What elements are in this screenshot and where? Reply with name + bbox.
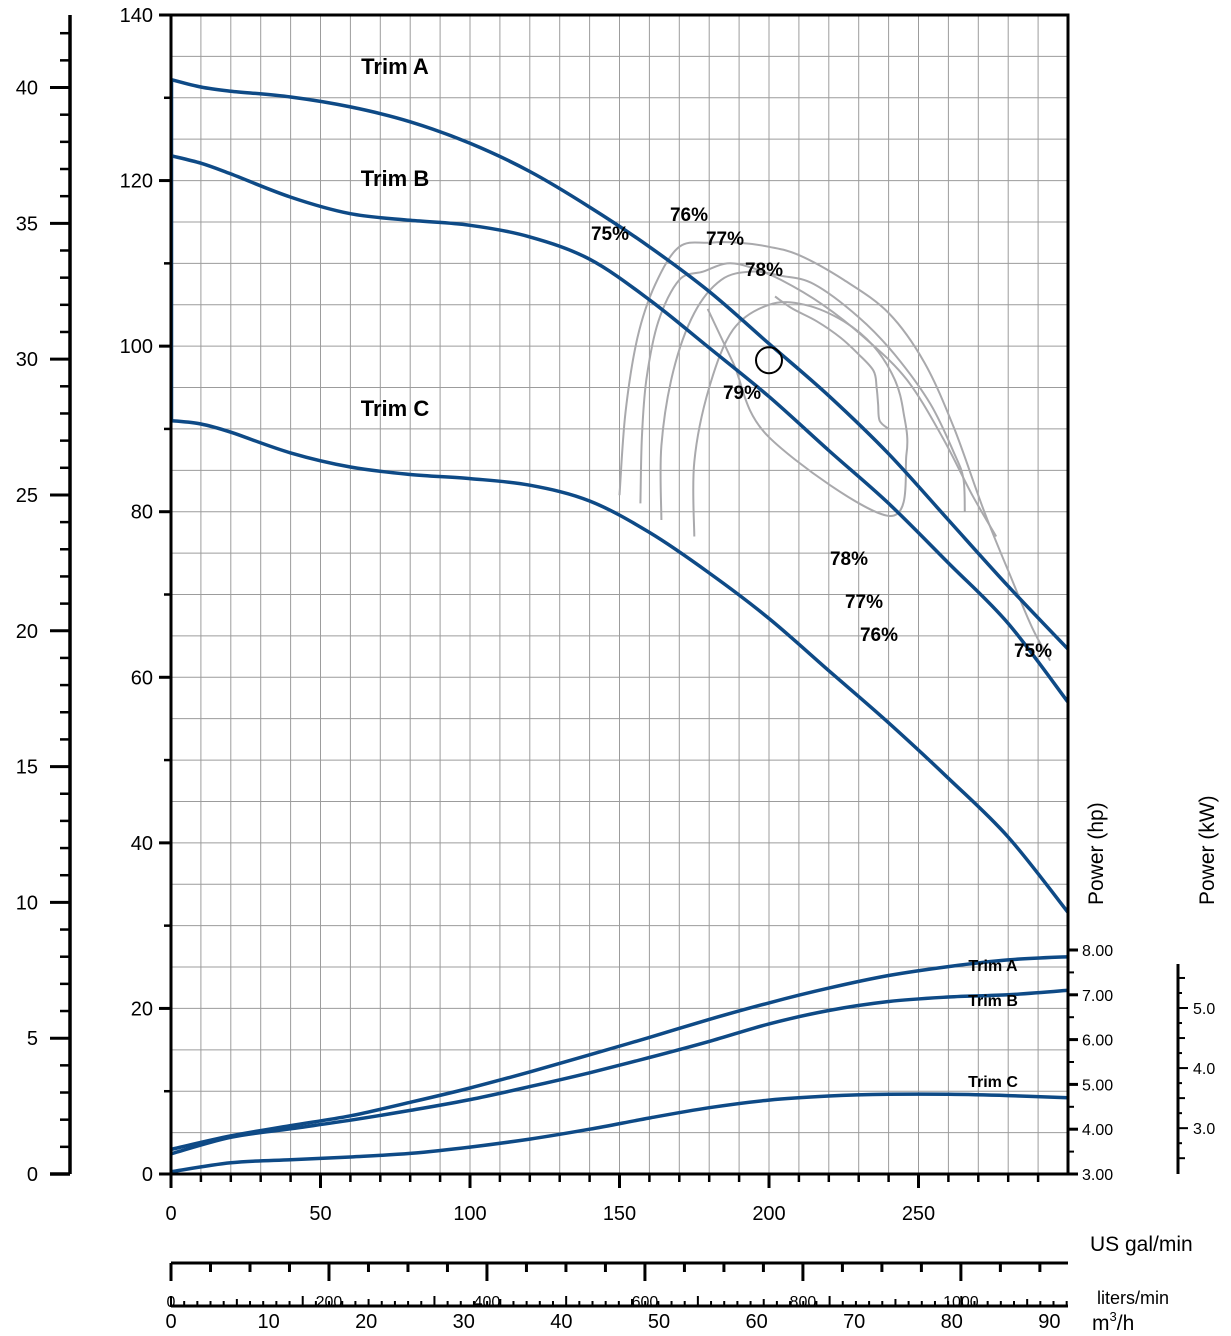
power-hp-axis-label: Power (hp) <box>1085 802 1108 905</box>
efficiency-contours <box>618 241 1051 662</box>
head-m-tick-label: 15 <box>16 757 38 779</box>
power-kw-tick-label: 5.0 <box>1193 1001 1215 1018</box>
head-curve-trim-a <box>170 77 1070 651</box>
head-ft-tick-label: 20 <box>131 998 153 1020</box>
m3h-axis-label-base: m <box>1092 1312 1110 1335</box>
head-ft-tick-label: 100 <box>120 336 153 358</box>
efficiency-label-75-top: 75% <box>591 224 629 245</box>
efficiency-contour-78pct <box>692 301 909 537</box>
us-gpm-tick-label: 200 <box>752 1203 785 1225</box>
m3h-tick-label: 0 <box>165 1311 176 1333</box>
m3h-axis-label-tail: /h <box>1117 1312 1135 1335</box>
power-hp-tick-label: 7.00 <box>1082 988 1113 1005</box>
trim-b-head-label: Trim B <box>361 166 429 191</box>
power-curve-trim-a <box>170 954 1069 1152</box>
power-kw-tick-label: 4.0 <box>1193 1061 1215 1078</box>
head-m-tick-label: 35 <box>16 213 38 235</box>
m3h-axis-label-sup: 3 <box>1110 1309 1117 1324</box>
efficiency-label-77-top: 77% <box>706 229 744 250</box>
efficiency-contour-79pct <box>774 295 890 430</box>
head-ft-tick-label: 60 <box>131 667 153 689</box>
head-m-tick-label: 25 <box>16 485 38 507</box>
power-hp-tick-label: 8.00 <box>1082 943 1113 960</box>
efficiency-label-78-top: 78% <box>745 260 783 281</box>
us-gpm-tick-label: 100 <box>453 1203 486 1225</box>
head-m-tick-label: 10 <box>16 892 38 914</box>
head-ft-tick-label: 140 <box>120 5 153 27</box>
power-hp-tick-label: 6.00 <box>1082 1033 1113 1050</box>
efficiency-label-76-top: 76% <box>670 205 708 226</box>
power-hp-tick-label: 5.00 <box>1082 1077 1113 1094</box>
head-ft-tick-label: 80 <box>131 502 153 524</box>
power-hp-tick-label: 3.00 <box>1082 1167 1113 1184</box>
efficiency-label-77-bottom: 77% <box>845 592 883 613</box>
m3h-tick-label: 50 <box>648 1311 670 1333</box>
head-ft-tick-label: 0 <box>142 1164 153 1186</box>
power-hp-tick-label: 4.00 <box>1082 1122 1113 1139</box>
efficiency-label-78-bottom: 78% <box>830 549 868 570</box>
power-curve-trim-c <box>170 1092 1069 1174</box>
efficiency-contour-76pct <box>639 262 998 537</box>
trim-a-head-label: Trim A <box>361 54 429 79</box>
efficiency-label-75-bottom: 75% <box>1014 641 1052 662</box>
efficiency-label-76-bottom: 76% <box>860 625 898 646</box>
us-gpm-tick-label: 50 <box>309 1203 331 1225</box>
us-gpm-tick-label: 250 <box>902 1203 935 1225</box>
grid <box>171 15 1068 1174</box>
efficiency-label-79: 79% <box>723 383 761 404</box>
m3h-tick-label: 30 <box>453 1311 475 1333</box>
m3h-tick-label: 40 <box>550 1311 572 1333</box>
trim-b-power-label: Trim B <box>968 993 1018 1010</box>
head-m-tick-label: 20 <box>16 621 38 643</box>
m3h-tick-label: 70 <box>843 1311 865 1333</box>
m3h-tick-label: 10 <box>257 1311 279 1333</box>
head-m-tick-label: 40 <box>16 78 38 100</box>
lpm-axis-label: liters/min <box>1097 1288 1169 1308</box>
efficiency-contour-77pct <box>659 270 966 521</box>
head-m-tick-label: 5 <box>27 1028 38 1050</box>
trim-a-power-label: Trim A <box>968 958 1018 975</box>
us-gpm-tick-label: 0 <box>165 1203 176 1225</box>
power-kw-axis-label: Power (kW) <box>1196 795 1219 905</box>
axes: 02040608010012014005101520253035403.004.… <box>16 5 1216 1333</box>
head-curve-trim-b <box>170 154 1070 704</box>
m3h-tick-label: 80 <box>941 1311 963 1333</box>
m3h-tick-label: 20 <box>355 1311 377 1333</box>
trim-c-power-label: Trim C <box>968 1074 1018 1091</box>
m3h-tick-label: 90 <box>1038 1311 1060 1333</box>
us-gpm-tick-label: 150 <box>603 1203 636 1225</box>
head-m-tick-label: 0 <box>27 1164 38 1186</box>
m3h-tick-label: 60 <box>745 1311 767 1333</box>
power-kw-tick-label: 3.0 <box>1193 1121 1215 1138</box>
head-ft-tick-label: 40 <box>131 833 153 855</box>
power-curve-trim-b <box>170 988 1069 1156</box>
m3h-axis-label: m3/h <box>1092 1309 1134 1335</box>
trim-c-head-label: Trim C <box>361 396 430 421</box>
head-m-tick-label: 30 <box>16 349 38 371</box>
head-curve-trim-c <box>170 418 1070 914</box>
us-gpm-axis-label: US gal/min <box>1090 1233 1193 1256</box>
operating-point-marker <box>755 346 783 375</box>
head-ft-tick-label: 120 <box>120 171 153 193</box>
